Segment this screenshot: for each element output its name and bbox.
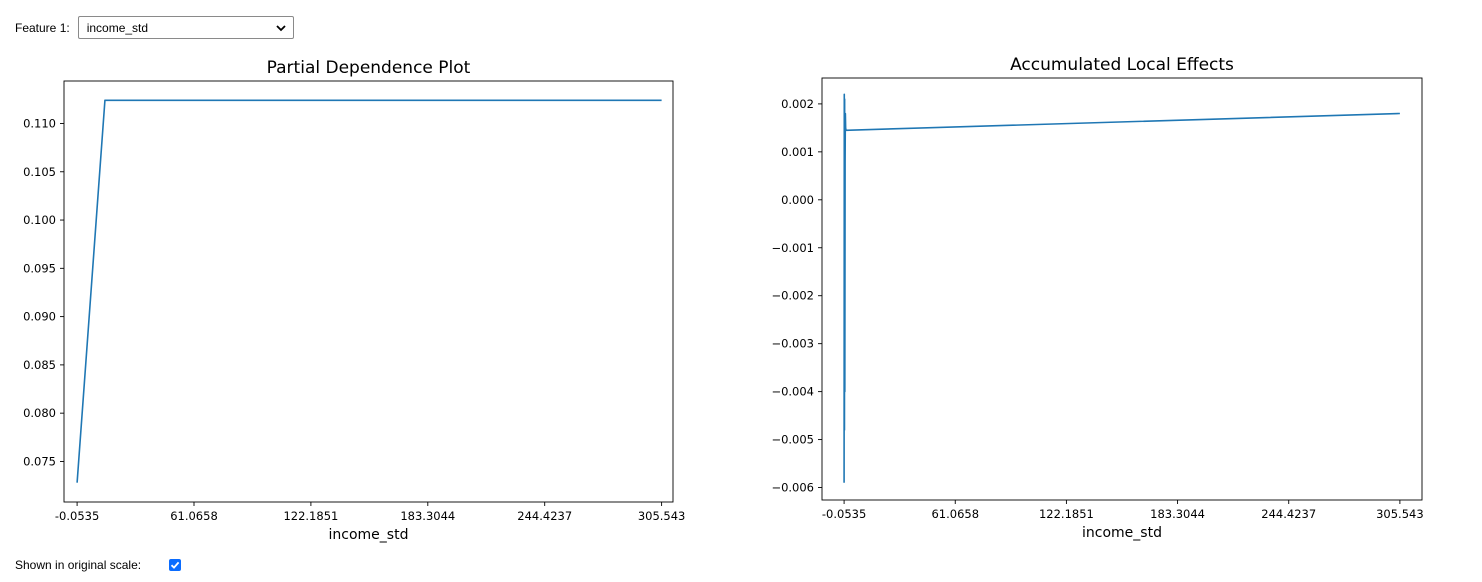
pdp-y-tick-label: 0.075 bbox=[23, 454, 56, 468]
pdp-x-tick-label: 244.4237 bbox=[517, 509, 572, 523]
checkmark-icon bbox=[170, 561, 180, 569]
scale-label: Shown in original scale: bbox=[15, 558, 142, 572]
ale-chart-title: Accumulated Local Effects bbox=[1010, 55, 1234, 75]
pdp-y-tick-label: 0.100 bbox=[23, 213, 56, 227]
pdp-series-line bbox=[76, 99, 662, 483]
feature-select[interactable]: income_std bbox=[77, 16, 294, 39]
pdp-x-axis-label: income_std bbox=[329, 527, 409, 543]
ale-series-line bbox=[843, 93, 1400, 483]
pdp-chart: Partial Dependence Plot -0.0535 61.0658 122… bbox=[23, 58, 686, 543]
pdp-y-tick-label: 0.095 bbox=[23, 261, 56, 275]
ale-x-tick-label: 61.0658 bbox=[931, 507, 979, 521]
ale-x-tick-label: 122.1851 bbox=[1039, 507, 1094, 521]
ale-y-tick-label: −0.003 bbox=[771, 337, 814, 351]
pdp-y-tick-label: 0.080 bbox=[23, 406, 56, 420]
pdp-y-tick-label: 0.090 bbox=[23, 310, 56, 324]
feature-selector-row: Feature 1: income_std bbox=[15, 15, 294, 40]
chevron-down-icon bbox=[276, 24, 286, 31]
pdp-x-tick-label: 183.3044 bbox=[400, 509, 455, 523]
ale-x-tick-label: 305.543 bbox=[1376, 507, 1424, 521]
pdp-chart-title: Partial Dependence Plot bbox=[267, 58, 471, 78]
pdp-x-tick-label: 305.543 bbox=[638, 509, 686, 523]
ale-plot-frame bbox=[821, 77, 1423, 501]
scale-toggle-row: Shown in original scale: bbox=[15, 558, 182, 572]
ale-x-tick-label: -0.0535 bbox=[822, 507, 866, 521]
ale-y-tick-label: 0.000 bbox=[781, 193, 814, 207]
ale-x-tick-label: 183.3044 bbox=[1150, 507, 1205, 521]
ale-y-tick-label: −0.002 bbox=[771, 289, 814, 303]
pdp-plot-frame bbox=[63, 80, 674, 503]
ale-y-tick-label: 0.002 bbox=[781, 97, 814, 111]
ale-x-axis-label: income_std bbox=[1082, 525, 1162, 541]
pdp-x-tick-label: -0.0535 bbox=[55, 509, 99, 523]
ale-x-tick-label: 244.4237 bbox=[1261, 507, 1316, 521]
ale-y-tick-label: −0.006 bbox=[771, 481, 814, 495]
pdp-y-tick-label: 0.085 bbox=[23, 358, 56, 372]
feature-label: Feature 1: bbox=[15, 20, 70, 35]
pdp-x-tick-label: 61.0658 bbox=[170, 509, 218, 523]
ale-y-tick-label: 0.001 bbox=[781, 145, 814, 159]
original-scale-checkbox[interactable] bbox=[169, 559, 182, 571]
ale-chart: Accumulated Local Effects -0.0535 61.0658 1… bbox=[771, 55, 1424, 541]
pdp-y-tick-label: 0.110 bbox=[23, 116, 56, 130]
pdp-x-tick-label: 122.1851 bbox=[283, 509, 338, 523]
ale-y-tick-label: −0.005 bbox=[771, 433, 814, 447]
feature-select-value: income_std bbox=[86, 20, 149, 35]
ale-y-tick-label: −0.004 bbox=[771, 385, 814, 399]
pdp-y-tick-label: 0.105 bbox=[23, 165, 56, 179]
ale-y-tick-label: −0.001 bbox=[771, 241, 814, 255]
